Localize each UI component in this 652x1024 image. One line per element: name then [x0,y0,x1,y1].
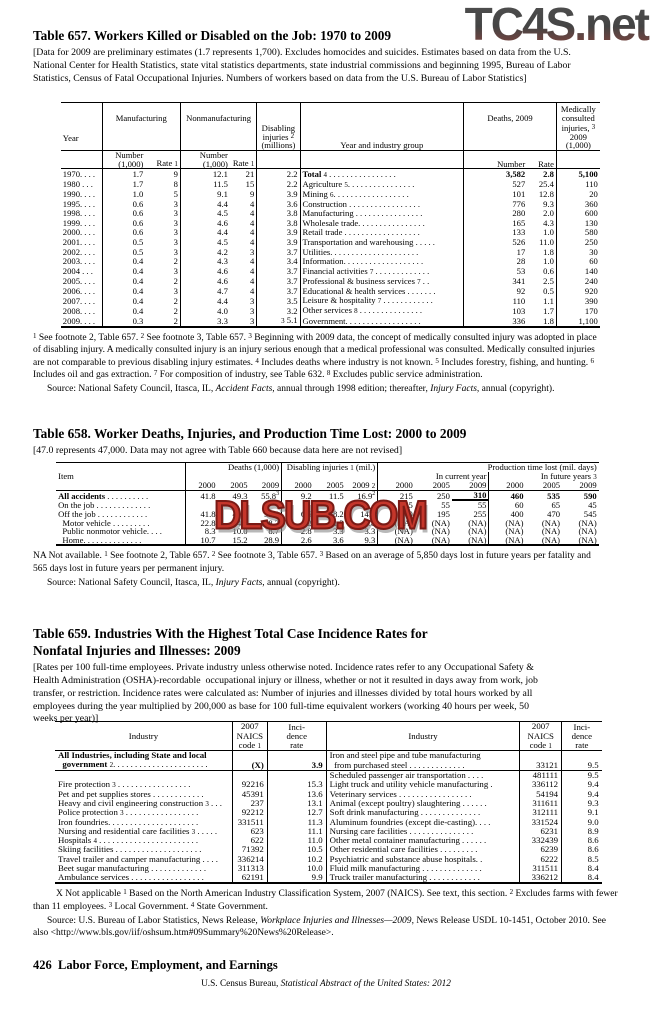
svg-text:TC4S.net: TC4S.net [465,0,650,46]
svg-text:DLSUB.COM: DLSUB.COM [214,494,426,536]
